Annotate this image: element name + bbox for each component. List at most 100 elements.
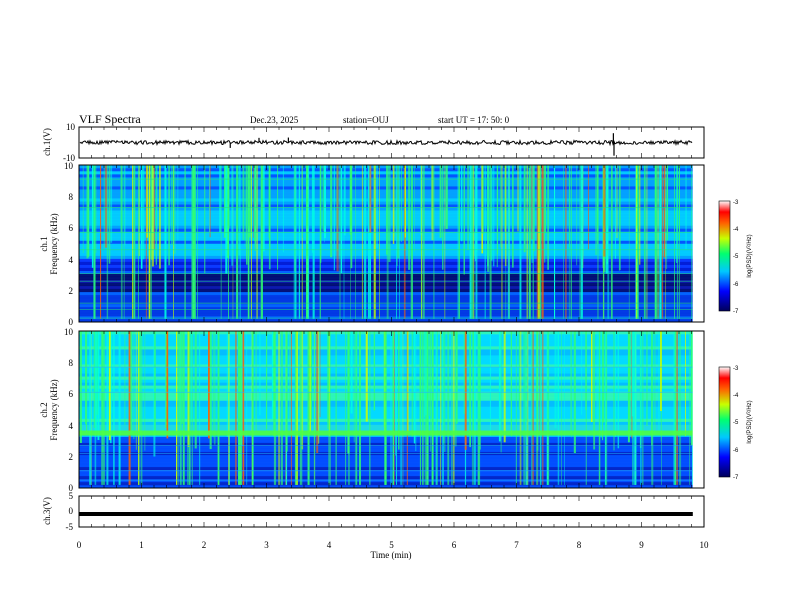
sferic-streak-143 — [89, 331, 91, 485]
sferic-streak-116 — [322, 165, 324, 232]
sferic-streak-151 — [471, 331, 474, 485]
sferic-streak-134 — [148, 165, 151, 319]
sferic-streak-155 — [523, 165, 526, 253]
ch2-cb-tick-m5: -5 — [733, 420, 739, 426]
sferic-streak-221 — [636, 165, 638, 256]
sferic-streak-178 — [396, 331, 397, 485]
sferic-streak-184 — [106, 331, 109, 485]
sferic-streak-164 — [456, 331, 458, 424]
sferic-streak-90 — [154, 331, 156, 433]
sferic-streak-48 — [350, 165, 351, 319]
sferic-streak-256 — [676, 165, 678, 236]
sferic-streak-240 — [404, 165, 406, 238]
sferic-streak-31 — [209, 165, 210, 233]
sferic-streak-197 — [660, 331, 662, 411]
sferic-streak-11 — [541, 165, 544, 319]
sferic-streak-171 — [335, 331, 337, 485]
sferic-streak-112 — [503, 331, 506, 443]
sferic-streak-98 — [593, 331, 596, 450]
sferic-streak-104 — [546, 331, 549, 485]
sferic-streak-26 — [165, 331, 168, 428]
sferic-streak-120 — [309, 331, 311, 433]
sferic-streak-203 — [187, 331, 190, 447]
spec-band-39 — [79, 201, 693, 205]
ch1-ytick-6: 6 — [69, 223, 74, 233]
sferic-streak-239 — [307, 331, 310, 485]
sferic-streak-185 — [320, 165, 322, 263]
sferic-streak-140 — [336, 165, 338, 252]
sferic-streak-226 — [194, 165, 195, 319]
sferic-streak-62 — [133, 331, 135, 440]
ch1-spectrogram-panel: 0 2 4 6 8 10 ch.1 Frequency (kHz) -3 -4 … — [39, 161, 753, 327]
spec-band-41 — [79, 195, 693, 199]
sferic-streak-199 — [209, 331, 212, 450]
spec-band-47 — [79, 177, 693, 181]
sferic-streak-183 — [266, 331, 267, 433]
xtick-9: 9 — [639, 540, 644, 550]
sferic-streak-90 — [244, 165, 246, 247]
sferic-streak-30 — [312, 165, 315, 319]
sferic-streak-82 — [301, 165, 303, 319]
ch1-spectrogram-yticks: 0 2 4 6 8 10 — [64, 161, 74, 327]
x-tick-marks — [78, 496, 705, 527]
sferic-streak-56 — [354, 331, 357, 485]
start-time-label: start UT = 17: 50: 0 — [438, 115, 510, 125]
sferic-streak-2 — [642, 331, 644, 485]
sferic-streak-55 — [145, 165, 147, 319]
sferic-streak-209 — [250, 165, 252, 319]
sferic-streak-198 — [220, 165, 222, 319]
sferic-streak-45 — [533, 165, 535, 252]
sferic-streak-215 — [231, 165, 234, 266]
sferic-streak-86 — [228, 165, 230, 229]
sferic-streak-69 — [464, 331, 467, 450]
sferic-streak-58 — [500, 331, 502, 453]
sferic-streak-68 — [536, 331, 538, 485]
sferic-streak-93 — [138, 331, 140, 485]
ch2-spectrogram-panel: 0 2 4 6 8 10 ch.2 Frequency (kHz) -3 -4 … — [39, 327, 753, 493]
sferic-streak-192 — [124, 331, 126, 426]
sferic-streak-157 — [526, 165, 528, 319]
ch2-spectrogram-ylabel: ch.2 — [39, 402, 49, 417]
ch1-cb-tick-m5: -5 — [733, 254, 739, 260]
sferic-streak-141 — [248, 165, 251, 238]
sferic-streak-24 — [156, 165, 158, 230]
spec-band-33 — [79, 219, 693, 223]
sferic-streak-121 — [444, 331, 446, 452]
sferic-streak-183 — [330, 165, 333, 258]
spec-band-7 — [79, 297, 693, 302]
ch1-ytick-bottom: -10 — [63, 153, 75, 163]
sferic-streak-227 — [213, 331, 216, 445]
ch2-spectrogram-xticks — [78, 331, 705, 488]
sferic-streak-243 — [258, 331, 261, 416]
sferic-streak-46 — [604, 331, 607, 485]
sferic-streak-170 — [392, 331, 394, 485]
sferic-streak-114 — [523, 331, 526, 485]
ch2-ytick-8: 8 — [69, 358, 74, 368]
ch1-ytick-0: 0 — [69, 317, 74, 327]
ch2-cb-tick-m4: -4 — [733, 393, 739, 399]
ch1-colorbar-label: log(PSD)(V²/Hz) — [747, 234, 753, 277]
sferic-streak-47 — [554, 331, 557, 429]
ch2-persistent-line — [79, 430, 693, 436]
sferic-streak-257 — [674, 331, 677, 485]
sferic-streak-113 — [139, 331, 141, 436]
sferic-streak-188 — [319, 331, 320, 413]
spec-empty-tail — [692, 331, 704, 488]
sferic-streak-145 — [510, 331, 512, 432]
sferic-streak-83 — [403, 165, 406, 319]
spec-band-3 — [79, 309, 693, 314]
spec-band-8 — [79, 294, 693, 299]
sferic-streak-102 — [110, 165, 113, 243]
sferic-streak-248 — [634, 331, 637, 485]
sferic-streak-44 — [353, 331, 355, 443]
ch2-spectrogram-yticks: 0 2 4 6 8 10 — [64, 327, 74, 493]
ch2-cb-tick-m6: -6 — [733, 448, 739, 454]
sferic-streak-167 — [319, 331, 321, 418]
sferic-streak-211 — [690, 331, 693, 446]
sferic-streak-18 — [181, 331, 184, 424]
sferic-streak-201 — [554, 165, 556, 319]
sferic-streak-136 — [261, 165, 263, 319]
sferic-streak-77 — [199, 331, 201, 485]
sferic-streak-150 — [602, 331, 605, 423]
sferic-streak-72 — [610, 165, 613, 319]
